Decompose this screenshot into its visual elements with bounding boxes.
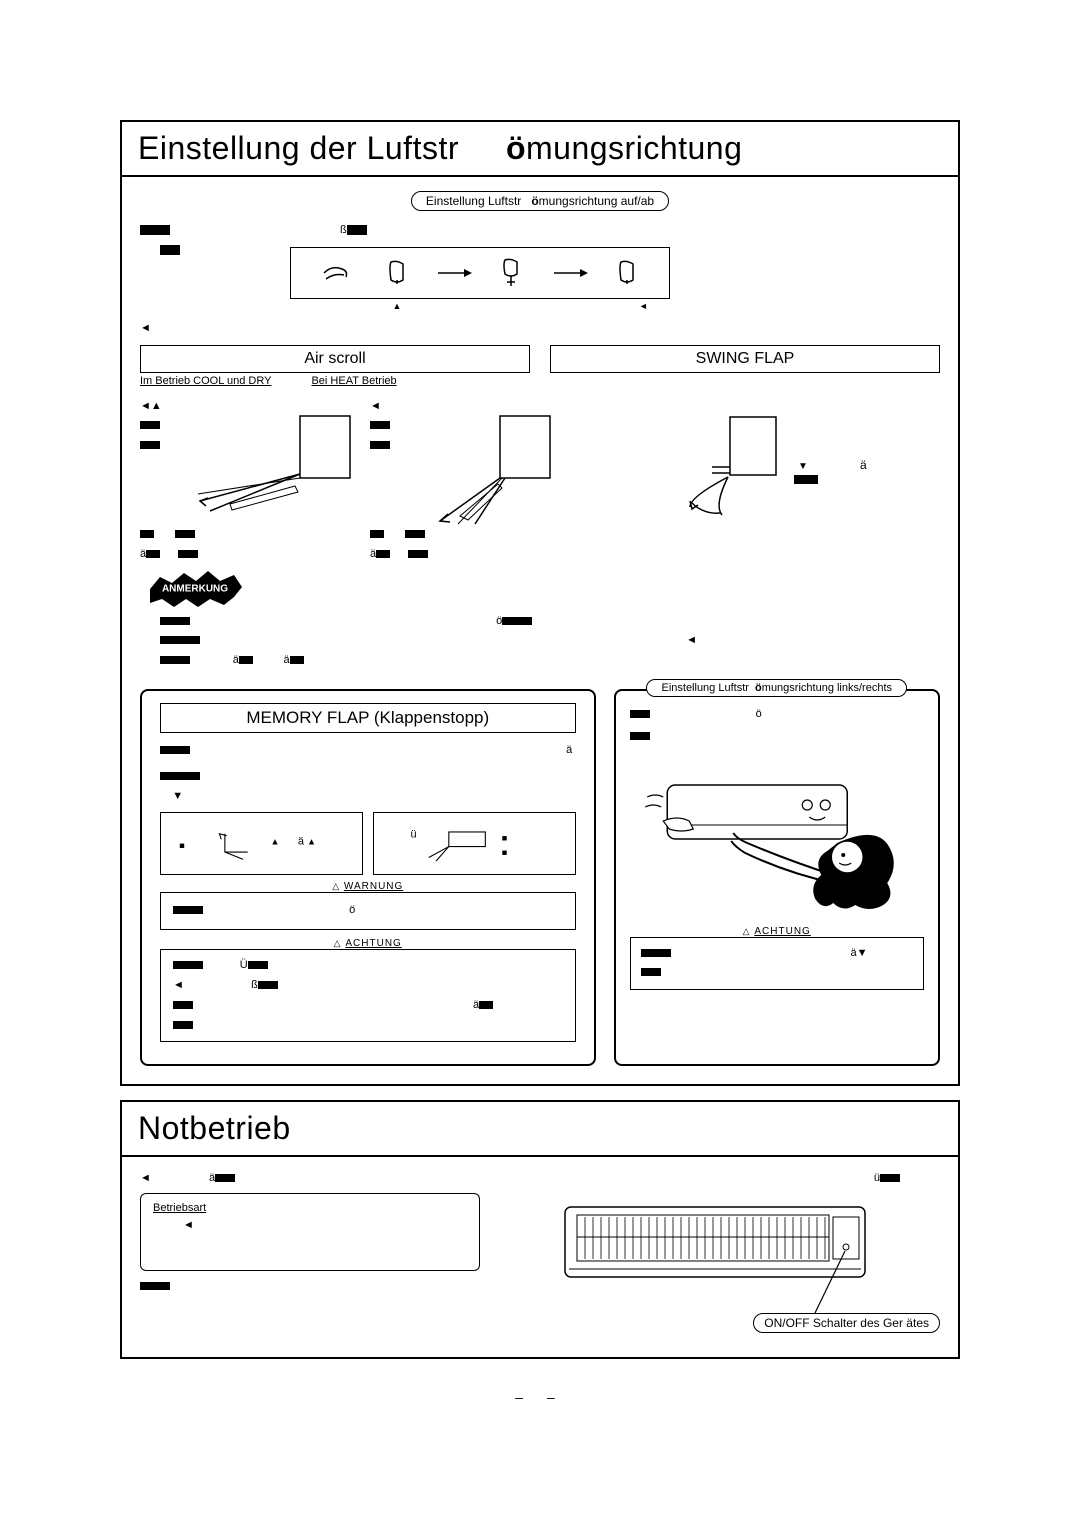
betriebsart-label: Betriebsart [153, 1202, 467, 1214]
memory-flap-title: MEMORY FLAP (Klappenstopp) [160, 703, 576, 733]
svg-text:■: ■ [502, 833, 508, 843]
flap-icon-2 [501, 258, 525, 288]
title-part-c: mungsrichtung [526, 130, 742, 166]
svg-text:■: ■ [502, 848, 508, 858]
svg-text:ä: ä [298, 836, 305, 848]
achtung-label-1: △ ACHTUNG [142, 938, 594, 949]
flap-cycle-box [290, 247, 670, 299]
pill-leftright: Einstellung Luftstr ömungsrichtung links… [646, 679, 907, 697]
warnung-box: ö [160, 892, 576, 930]
memory-flap-diagrams: ■ ▲ ä ▲ ü [160, 812, 576, 875]
svg-text:■: ■ [179, 841, 185, 851]
onoff-pill: ON/OFF Schalter des Ger ätes [753, 1313, 940, 1333]
under-cool-dry: Im Betrieb COOL und DRY [140, 375, 271, 387]
title-part-a: Einstellung der Luftstr [138, 130, 459, 166]
arrow-right-1 [438, 267, 472, 279]
warnung-label: △ WARNUNG [142, 881, 594, 892]
anmerkung-badge: ANMERKUNG [140, 569, 250, 609]
airflow-title: Einstellung der Luftstr ömungsrichtung [122, 122, 958, 177]
person-unit-illustration [616, 751, 939, 922]
under-heat: Bei HEAT Betrieb [311, 375, 396, 387]
unit-diagram-swing: ▼ ä [600, 397, 940, 530]
title-part-b: ö [506, 130, 526, 166]
swing-flap-box: SWING FLAP [550, 345, 940, 373]
wind-icon [322, 261, 358, 285]
leftright-frame: Einstellung Luftstr ömungsrichtung links… [614, 689, 941, 1066]
airflow-body: Einstellung Luftstr ömungsrichtung auf/a… [122, 177, 958, 1084]
arrow-right-2 [554, 267, 588, 279]
notbetrieb-frame: Notbetrieb ◄ ä Betriebsart ◄ ü [120, 1100, 960, 1359]
svg-text:ü: ü [410, 829, 416, 841]
svg-text:ä: ä [860, 458, 867, 472]
betriebsart-box: Betriebsart ◄ [140, 1193, 480, 1271]
memory-flap-frame: MEMORY FLAP (Klappenstopp) ä ▼ ■ [140, 689, 596, 1066]
svg-text:▲: ▲ [271, 837, 280, 847]
indoor-unit-drawing [555, 1189, 895, 1319]
svg-text:▼: ▼ [798, 461, 808, 472]
unit-diagram-heat: ◄ ä [370, 397, 590, 565]
pill-updown: Einstellung Luftstr ömungsrichtung auf/a… [411, 191, 669, 211]
page-number: – – [120, 1389, 960, 1405]
airflow-direction-frame: Einstellung der Luftstr ömungsrichtung E… [120, 120, 960, 1086]
air-scroll-box: Air scroll [140, 345, 530, 373]
achtung-label-2: △ ACHTUNG [616, 926, 939, 937]
svg-text:▲: ▲ [307, 837, 316, 847]
pill-row-updown: Einstellung Luftstr ömungsrichtung auf/a… [140, 191, 940, 211]
flap-icon-3 [617, 260, 639, 286]
left-blackout-col [140, 221, 260, 261]
notbetrieb-title: Notbetrieb [122, 1102, 958, 1157]
achtung-box-2: ä▼ [630, 937, 925, 991]
flap-icon-1 [387, 260, 409, 286]
beta-row: ß [340, 221, 940, 241]
unit-diagram-cool: ◄▲ ä [140, 397, 360, 565]
achtung-box-1: Ü ◄ ß ä [160, 949, 576, 1042]
